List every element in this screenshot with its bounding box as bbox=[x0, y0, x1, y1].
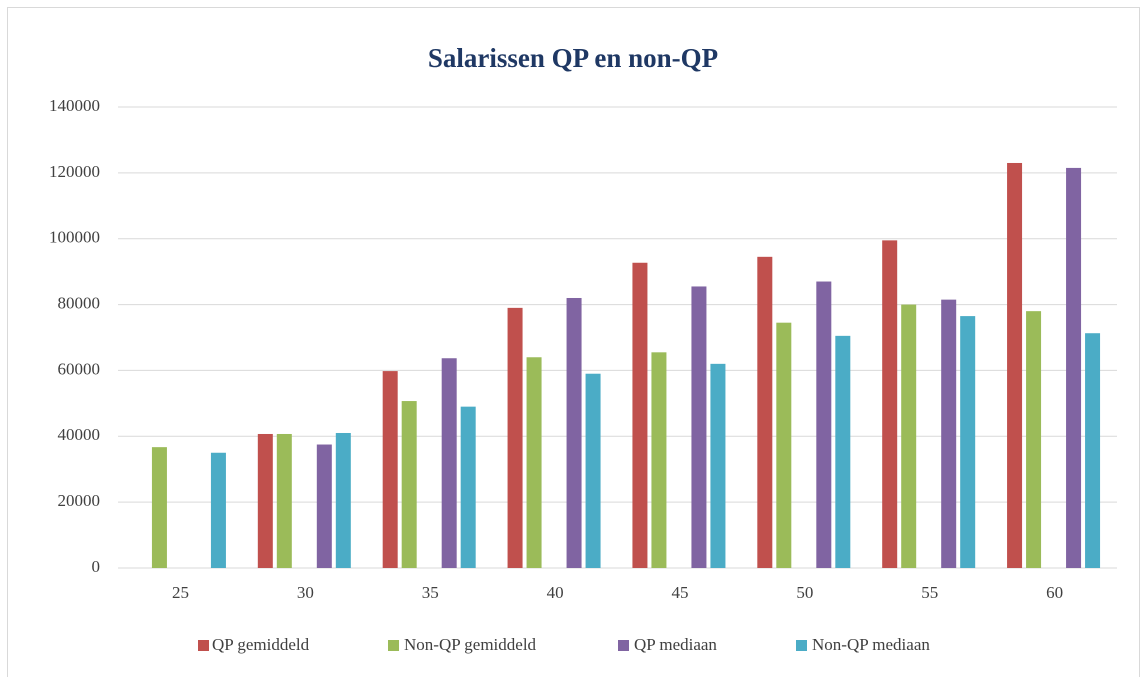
bar bbox=[335, 432, 351, 568]
bar bbox=[1007, 162, 1023, 568]
x-tick-label: 45 bbox=[671, 583, 688, 602]
bar bbox=[526, 357, 542, 568]
legend-swatch bbox=[618, 640, 629, 651]
bar bbox=[901, 304, 917, 568]
bar bbox=[691, 286, 707, 568]
legend-swatch bbox=[388, 640, 399, 651]
bar bbox=[316, 444, 332, 568]
bar bbox=[960, 316, 976, 568]
bar bbox=[651, 352, 667, 568]
legend-swatch bbox=[796, 640, 807, 651]
bar bbox=[151, 447, 167, 568]
x-tick-label: 30 bbox=[297, 583, 314, 602]
bar bbox=[1066, 167, 1082, 569]
bar bbox=[382, 371, 398, 568]
x-tick-label: 40 bbox=[547, 583, 564, 602]
y-tick-label: 80000 bbox=[58, 293, 101, 312]
x-tick-label: 25 bbox=[172, 583, 189, 602]
bar bbox=[507, 307, 523, 568]
bar bbox=[401, 401, 417, 568]
bar bbox=[941, 299, 957, 568]
bar bbox=[816, 281, 832, 568]
x-tick-label: 35 bbox=[422, 583, 439, 602]
bar bbox=[776, 322, 792, 568]
bar bbox=[632, 262, 648, 568]
legend-label: QP gemiddeld bbox=[212, 635, 310, 654]
bar bbox=[276, 433, 292, 568]
legend-label: QP mediaan bbox=[634, 635, 717, 654]
y-tick-label: 120000 bbox=[49, 162, 100, 181]
bar bbox=[585, 373, 601, 568]
y-tick-label: 100000 bbox=[49, 228, 100, 247]
bar bbox=[257, 433, 273, 568]
bar bbox=[757, 256, 773, 568]
y-tick-label: 40000 bbox=[58, 425, 101, 444]
bar bbox=[710, 363, 726, 568]
y-tick-label: 140000 bbox=[49, 96, 100, 115]
bar bbox=[460, 406, 476, 568]
x-tick-label: 55 bbox=[921, 583, 938, 602]
x-tick-label: 60 bbox=[1046, 583, 1063, 602]
legend-label: Non-QP mediaan bbox=[812, 635, 930, 654]
legend-swatch bbox=[198, 640, 209, 651]
bar bbox=[441, 358, 457, 568]
bar bbox=[882, 240, 898, 568]
legend-label: Non-QP gemiddeld bbox=[404, 635, 537, 654]
bar bbox=[1026, 311, 1042, 568]
x-tick-label: 50 bbox=[796, 583, 813, 602]
y-tick-label: 20000 bbox=[58, 491, 101, 510]
bar bbox=[1085, 333, 1101, 568]
bar bbox=[566, 297, 582, 568]
y-tick-label: 0 bbox=[92, 557, 101, 576]
bar bbox=[210, 452, 226, 568]
bar bbox=[835, 335, 851, 568]
y-tick-label: 60000 bbox=[58, 359, 101, 378]
chart-title: Salarissen QP en non-QP bbox=[428, 43, 718, 73]
